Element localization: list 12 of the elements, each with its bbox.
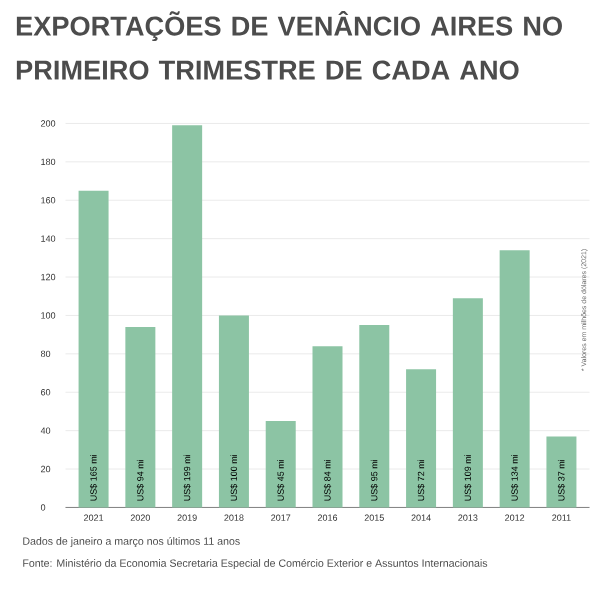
- bar: [406, 369, 437, 508]
- bar: [499, 250, 530, 508]
- bar: [546, 436, 577, 508]
- bar: [125, 326, 156, 508]
- bar: [172, 125, 203, 508]
- bar: [452, 298, 483, 508]
- chart-title: EXPORTAÇÕES DE VENÂNCIO AIRES NO PRIMEIRO TRIMESTRE DE CADA ANO: [16, 11, 562, 80]
- bar: [218, 315, 249, 508]
- bar: [78, 190, 109, 508]
- bar: [359, 325, 390, 508]
- bar: [312, 346, 343, 508]
- bar: [265, 421, 296, 508]
